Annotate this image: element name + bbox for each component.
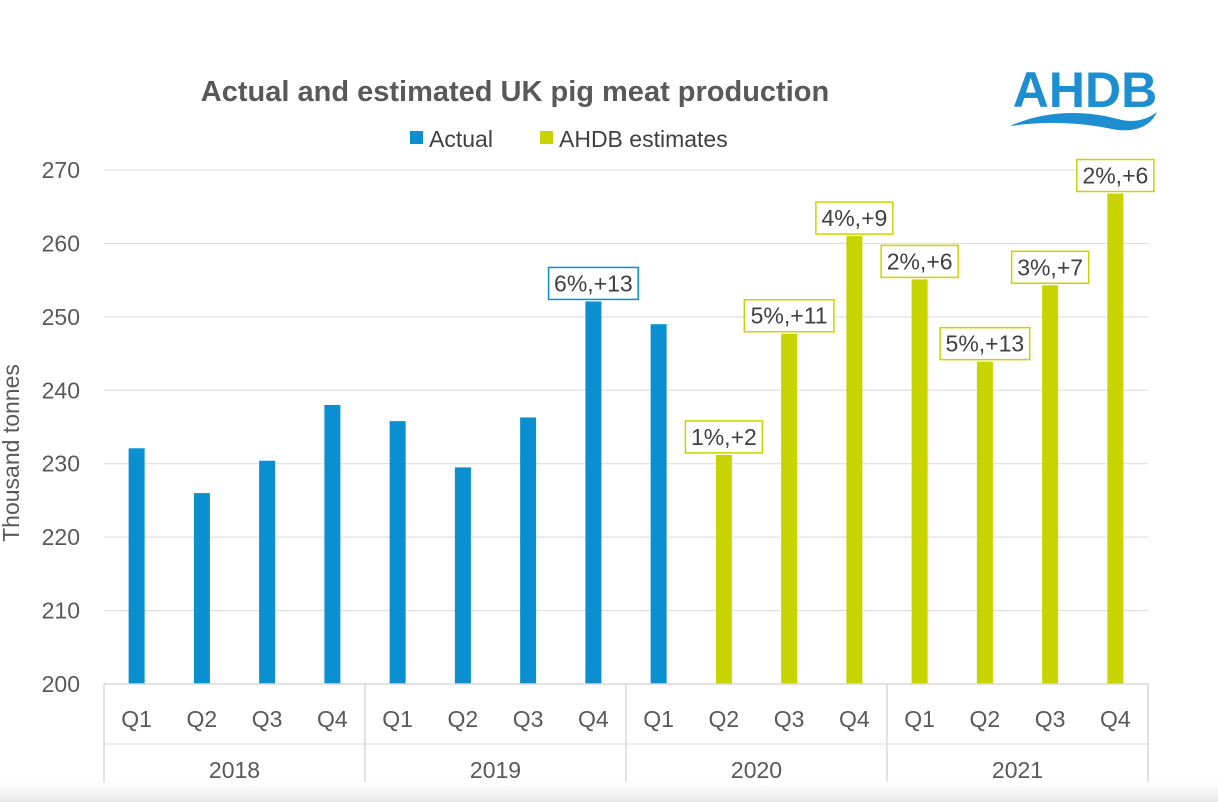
x-tick-label: Q2 xyxy=(970,706,1001,732)
annotation-box xyxy=(1076,158,1155,193)
annotation-label: 6%,+13 xyxy=(554,270,633,296)
y-axis-ticks: 200 210 220 230 240 250 260 270 xyxy=(42,157,80,697)
legend-label: Actual xyxy=(429,126,493,152)
bar xyxy=(1042,285,1059,684)
bar xyxy=(324,404,341,684)
annotation-box xyxy=(743,298,835,333)
annotation-label: 5%,+11 xyxy=(751,303,828,329)
y-axis-label: Thousand tonnes xyxy=(0,364,24,542)
chart-title: Actual and estimated UK pig meat product… xyxy=(201,76,829,108)
x-tick-label: Q4 xyxy=(317,706,348,732)
year-label: 2018 xyxy=(209,757,260,783)
x-tick-label: Q4 xyxy=(1100,706,1131,732)
bar xyxy=(846,236,863,685)
bar xyxy=(193,493,210,684)
legend-item: AHDB estimates xyxy=(540,126,728,152)
data-annotations: 6%,+131%,+25%,+114%,+92%,+65%,+133%,+72%… xyxy=(547,158,1155,454)
y-tick-label: 220 xyxy=(42,524,80,550)
bar xyxy=(128,448,145,684)
ahdb-logo: AHDB xyxy=(1010,62,1157,131)
x-tick-label: Q1 xyxy=(643,706,674,732)
legend-swatch xyxy=(540,131,553,144)
bars xyxy=(128,193,1124,685)
annotation-box xyxy=(1010,250,1090,285)
bottom-fade xyxy=(0,782,1218,802)
y-tick-label: 240 xyxy=(42,377,80,403)
annotation-label: 2%,+6 xyxy=(1082,162,1148,188)
x-tick-label: Q3 xyxy=(774,706,805,732)
x-tick-label: Q3 xyxy=(252,706,283,732)
x-tick-label: Q4 xyxy=(578,706,609,732)
annotation-box xyxy=(684,420,764,454)
y-tick-label: 260 xyxy=(42,230,80,256)
bar xyxy=(1107,193,1124,685)
x-tick-label: Q4 xyxy=(839,706,870,732)
bar xyxy=(650,324,667,684)
annotation-box xyxy=(880,244,959,279)
x-tick-label: Q1 xyxy=(382,706,413,732)
gridlines xyxy=(104,169,1148,612)
annotation-box xyxy=(547,266,639,301)
bar xyxy=(520,417,537,684)
y-tick-label: 230 xyxy=(42,451,80,477)
data-annotation: 4%,+9 xyxy=(815,201,894,235)
x-axis: Q1 Q2 Q3 Q4 Q1 Q2 Q3 Q4 Q1 Q2 Q3 Q4 Q1 Q2 Q3 Q4 2018 2019… xyxy=(103,683,1149,790)
x-tick-label: Q1 xyxy=(904,706,935,732)
bar xyxy=(781,333,798,684)
data-annotation: 1%,+2 xyxy=(684,420,764,454)
x-tick-label: Q3 xyxy=(513,706,544,732)
x-tick-label: Q2 xyxy=(187,706,218,732)
data-annotation: 5%,+11 xyxy=(743,298,835,333)
x-tick-label: Q2 xyxy=(448,706,479,732)
bar xyxy=(454,467,471,684)
data-annotation: 2%,+6 xyxy=(1076,158,1155,193)
year-label: 2021 xyxy=(992,757,1043,783)
x-tick-label: Q2 xyxy=(709,706,740,732)
data-annotation: 6%,+13 xyxy=(547,266,639,301)
bar xyxy=(911,279,928,684)
logo-wave xyxy=(1010,112,1157,131)
data-annotation: 5%,+13 xyxy=(939,326,1031,361)
data-annotation: 2%,+6 xyxy=(880,244,959,279)
legend-swatch xyxy=(410,131,423,144)
bar xyxy=(585,301,602,684)
annotation-box xyxy=(939,326,1031,361)
annotation-label: 1%,+2 xyxy=(691,424,757,450)
legend-item: Actual xyxy=(410,126,493,152)
legend: Actual AHDB estimates xyxy=(410,126,728,152)
y-tick-label: 250 xyxy=(42,304,80,330)
y-tick-label: 270 xyxy=(42,157,80,183)
year-label: 2020 xyxy=(731,757,782,783)
data-annotation: 3%,+7 xyxy=(1010,250,1090,285)
x-tick-label: Q1 xyxy=(121,706,152,732)
annotation-label: 2%,+6 xyxy=(887,248,953,274)
logo-text: AHDB xyxy=(1013,62,1157,118)
annotation-label: 5%,+13 xyxy=(946,331,1025,357)
y-tick-label: 200 xyxy=(42,671,80,697)
x-tick-label: Q3 xyxy=(1035,706,1066,732)
annotation-label: 4%,+9 xyxy=(821,205,887,231)
y-tick-label: 210 xyxy=(42,598,80,624)
bar xyxy=(389,421,406,684)
bar xyxy=(259,460,276,684)
annotation-label: 3%,+7 xyxy=(1017,254,1083,280)
annotation-box xyxy=(815,201,894,235)
bar xyxy=(976,361,993,684)
year-label: 2019 xyxy=(470,757,521,783)
bar xyxy=(715,454,732,684)
legend-label: AHDB estimates xyxy=(559,126,728,152)
